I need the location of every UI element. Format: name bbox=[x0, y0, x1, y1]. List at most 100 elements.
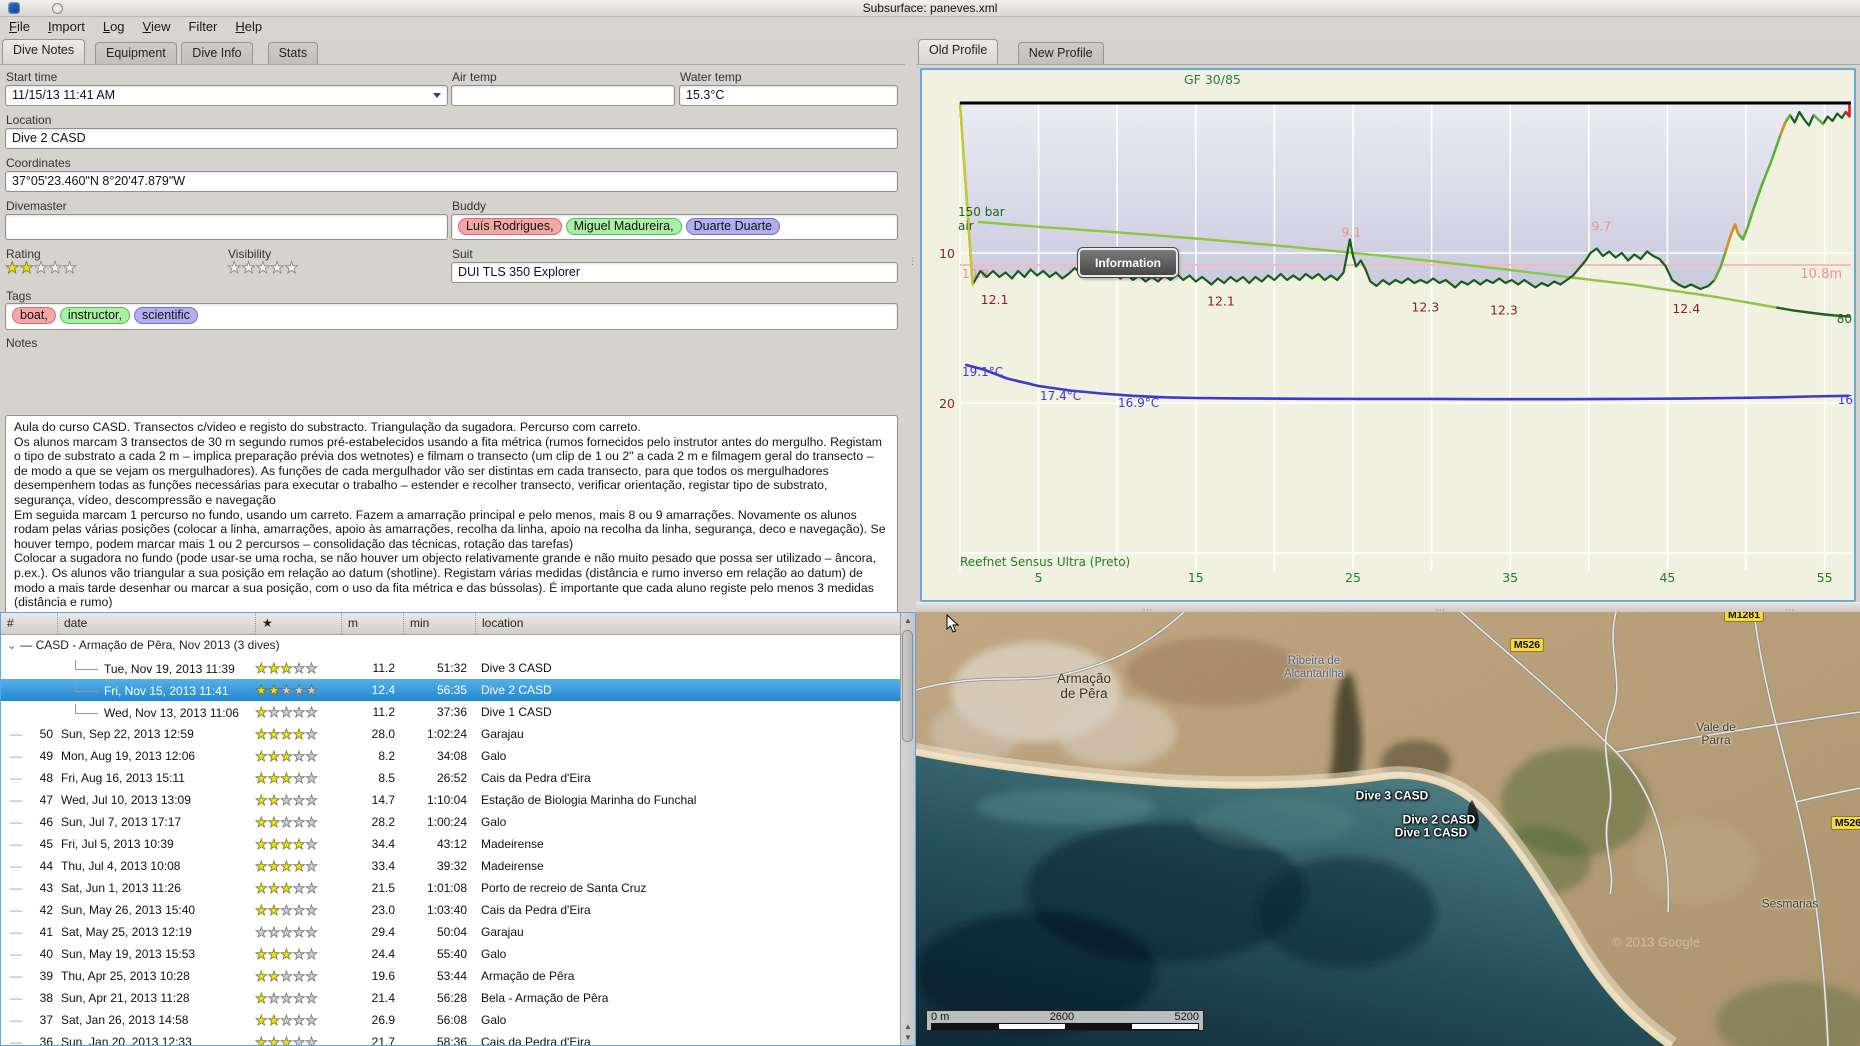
app-icon bbox=[8, 2, 20, 14]
svg-text:5: 5 bbox=[1035, 570, 1043, 585]
rating-stars[interactable]: ★★★★★ bbox=[5, 260, 77, 278]
scrollbar-thumb[interactable] bbox=[902, 630, 913, 742]
dive-row-dive-3-casd[interactable]: Tue, Nov 19, 2013 11:39 ★★★★★ 11.2 51:32 Div… bbox=[1, 657, 915, 679]
column-header-[interactable]: # bbox=[7, 616, 14, 630]
trip-group-row[interactable]: ⌄ — CASD - Armação de Pêra, Nov 2013 (3 d… bbox=[1, 635, 915, 657]
tab-dive-notes[interactable]: Dive Notes bbox=[2, 39, 86, 64]
star-icon: ★ bbox=[267, 990, 281, 1006]
menu-item-help[interactable]: Help bbox=[235, 19, 263, 34]
dive-row-galo-46[interactable]: —46 Sun, Jul 7, 2013 17:17 ★★★★★ 28.2 1:00:2… bbox=[1, 811, 915, 833]
dive-row-cais-da-pedra-d-eira-48[interactable]: —48 Fri, Aug 16, 2013 15:11 ★★★★★ 8.5 26:52 C… bbox=[1, 767, 915, 789]
dive-row-galo-49[interactable]: —49 Mon, Aug 19, 2013 12:06 ★★★★★ 8.2 34:08 G… bbox=[1, 745, 915, 767]
menu-item-log[interactable]: Log bbox=[102, 19, 125, 34]
tab-new-profile[interactable]: New Profile bbox=[1017, 42, 1104, 64]
dive-list-body: ⌄ — CASD - Armação de Pêra, Nov 2013 (3 d… bbox=[1, 635, 915, 1045]
dive-row-arma-o-de-p-ra-39[interactable]: —39 Thu, Apr 25, 2013 10:28 ★★★★★ 19.6 53:44… bbox=[1, 965, 915, 987]
star-icon: ★ bbox=[305, 880, 318, 896]
star-icon: ★ bbox=[227, 260, 242, 277]
dive-row-cais-da-pedra-d-eira-42[interactable]: —42 Sun, May 26, 2013 15:40 ★★★★★ 23.0 1:03:… bbox=[1, 899, 915, 921]
divemaster-field[interactable] bbox=[5, 214, 448, 240]
star-icon: ★ bbox=[255, 260, 271, 277]
tab-equipment[interactable]: Equipment bbox=[95, 42, 177, 64]
start-time-combo[interactable]: 11/15/13 11:41 AM bbox=[5, 85, 448, 106]
star-icon: ★ bbox=[267, 1012, 281, 1028]
star-icon: ★ bbox=[292, 726, 306, 742]
collapse-icon[interactable]: ⌄ bbox=[7, 640, 17, 652]
dive-row-dive-1-casd[interactable]: Wed, Nov 13, 2013 11:06 ★★★★★ 11.2 37:36 Div… bbox=[1, 701, 915, 723]
scroll-down-icon[interactable]: ▼ bbox=[904, 1033, 912, 1042]
dive-site-map[interactable]: Armação de Pêra Ribeira de Alcantarilha Va… bbox=[916, 612, 1860, 1046]
svg-text:16.9°C: 16.9°C bbox=[1118, 396, 1159, 410]
scroll-up-icon[interactable]: ▲ bbox=[904, 616, 912, 625]
air-temp-field[interactable] bbox=[451, 85, 675, 106]
dive-row-cais-da-pedra-d-eira-36[interactable]: —36 Sun, Jan 20, 2013 12:33 ★★★★★ 21.7 58:36… bbox=[1, 1031, 915, 1045]
svg-text:9.1: 9.1 bbox=[1341, 225, 1361, 240]
star-icon: ★ bbox=[305, 660, 318, 676]
dive-row-galo-37[interactable]: —37 Sat, Jan 26, 2013 14:58 ★★★★★ 26.9 56:08… bbox=[1, 1009, 915, 1031]
star-icon: ★ bbox=[280, 792, 293, 808]
star-icon: ★ bbox=[280, 682, 293, 698]
location-field[interactable]: Dive 2 CASD bbox=[5, 128, 898, 149]
star-icon: ★ bbox=[305, 968, 318, 984]
star-icon: ★ bbox=[255, 946, 268, 962]
pill-instructor: instructor, bbox=[59, 307, 130, 324]
star-icon: ★ bbox=[292, 682, 306, 698]
star-icon: ★ bbox=[48, 260, 63, 277]
dive-row-bela-arma-o-de-p-ra-38[interactable]: —38 Sun, Apr 21, 2013 11:28 ★★★★★ 21.4 56:28… bbox=[1, 987, 915, 1009]
dive-row-dive-2-casd[interactable]: Fri, Nov 15, 2013 11:41 ★★★★★ 12.4 56:35 Div… bbox=[1, 679, 915, 701]
title-bar[interactable]: Subsurface: paneves.xml bbox=[0, 0, 1860, 17]
star-icon: ★ bbox=[292, 660, 306, 676]
star-icon: ★ bbox=[255, 880, 268, 896]
dive-row-garajau-41[interactable]: —41 Sat, May 25, 2013 12:19 ★★★★★ 29.4 50:04… bbox=[1, 921, 915, 943]
menu-item-import[interactable]: Import bbox=[47, 19, 85, 34]
buddy-field[interactable]: Luís Rodrigues, Miguel Madureira, Duarte D… bbox=[451, 214, 898, 240]
dive-row-garajau-50[interactable]: —50 Sun, Sep 22, 2013 12:59 ★★★★★ 28.0 1:02:… bbox=[1, 723, 915, 745]
column-header-location[interactable]: location bbox=[475, 613, 915, 634]
window-menu-button[interactable] bbox=[52, 3, 63, 14]
star-icon: ★ bbox=[255, 792, 268, 808]
dive-list-header[interactable]: # date ★ m min location bbox=[1, 613, 915, 635]
column-header-m[interactable]: m bbox=[341, 613, 403, 634]
dive-row-madeirense-44[interactable]: —44 Thu, Jul 4, 2013 10:08 ★★★★★ 33.4 39:32 M… bbox=[1, 855, 915, 877]
menu-item-view[interactable]: View bbox=[142, 19, 171, 34]
tab-dive-info[interactable]: Dive Info bbox=[181, 42, 253, 64]
star-icon: ★ bbox=[280, 946, 293, 962]
mouse-cursor bbox=[946, 614, 960, 633]
column-header-min[interactable]: min bbox=[403, 613, 475, 634]
dive-row-porto-de-recreio-de-santa-cruz-43[interactable]: —43 Sat, Jun 1, 2013 11:26 ★★★★★ 21.5 1:01:0… bbox=[1, 877, 915, 899]
pill-scientific: scientific bbox=[134, 307, 198, 324]
dive-row-esta-o-de-biologia-marinha-do-funchal-47[interactable]: —47 Wed, Jul 10, 2013 13:09 ★★★★★ 14.7 1:10:… bbox=[1, 789, 915, 811]
information-tooltip-button[interactable]: Information bbox=[1077, 247, 1179, 278]
star-icon: ★ bbox=[292, 814, 306, 830]
star-icon: ★ bbox=[255, 990, 268, 1006]
menu-item-file[interactable]: File bbox=[9, 19, 30, 34]
visibility-stars[interactable]: ★★★★★ bbox=[227, 260, 299, 278]
coordinates-field[interactable]: 37°05'23.460"N 8°20'47.879"W bbox=[5, 171, 898, 192]
svg-text:55: 55 bbox=[1817, 570, 1833, 585]
star-icon: ★ bbox=[305, 924, 318, 940]
tags-field[interactable]: boat, instructor, scientific bbox=[5, 303, 898, 330]
svg-text:150 bar: 150 bar bbox=[958, 205, 1005, 219]
menu-item-filter[interactable]: Filter bbox=[188, 19, 218, 34]
chevron-down-icon[interactable] bbox=[433, 93, 441, 98]
star-icon: ★ bbox=[292, 836, 306, 852]
dive-row-galo-40[interactable]: —40 Sun, May 19, 2013 15:53 ★★★★★ 24.4 55:40… bbox=[1, 943, 915, 965]
star-icon: ★ bbox=[292, 792, 306, 808]
dive-notes-panel: Start time 11/15/13 11:41 AM Air temp Wa… bbox=[0, 64, 905, 668]
star-icon: ★ bbox=[280, 990, 293, 1006]
column-header-date[interactable]: date bbox=[57, 613, 255, 634]
tab-old-profile[interactable]: Old Profile bbox=[918, 39, 999, 64]
water-temp-field[interactable]: 15.3°C bbox=[679, 85, 898, 106]
star-icon: ★ bbox=[280, 1012, 293, 1028]
tab-stats[interactable]: Stats bbox=[267, 42, 319, 64]
suit-label: Suit bbox=[452, 247, 473, 261]
map-label-armacao-de-pera: Armação de Pêra bbox=[1056, 671, 1112, 701]
svg-text:12.3: 12.3 bbox=[1411, 300, 1439, 315]
column-header-[interactable]: ★ bbox=[255, 613, 341, 634]
scroll-up-icon[interactable]: ▲ bbox=[904, 1022, 912, 1031]
suit-field[interactable]: DUI TLS 350 Explorer bbox=[451, 262, 898, 283]
dive-list-scrollbar[interactable]: ▲ ▲ ▼ bbox=[900, 613, 915, 1045]
water-temp-label: Water temp bbox=[680, 70, 742, 84]
dive-row-madeirense-45[interactable]: —45 Fri, Jul 5, 2013 10:39 ★★★★★ 34.4 43:12 M… bbox=[1, 833, 915, 855]
pill-duarte-duarte: Duarte Duarte bbox=[685, 218, 781, 235]
